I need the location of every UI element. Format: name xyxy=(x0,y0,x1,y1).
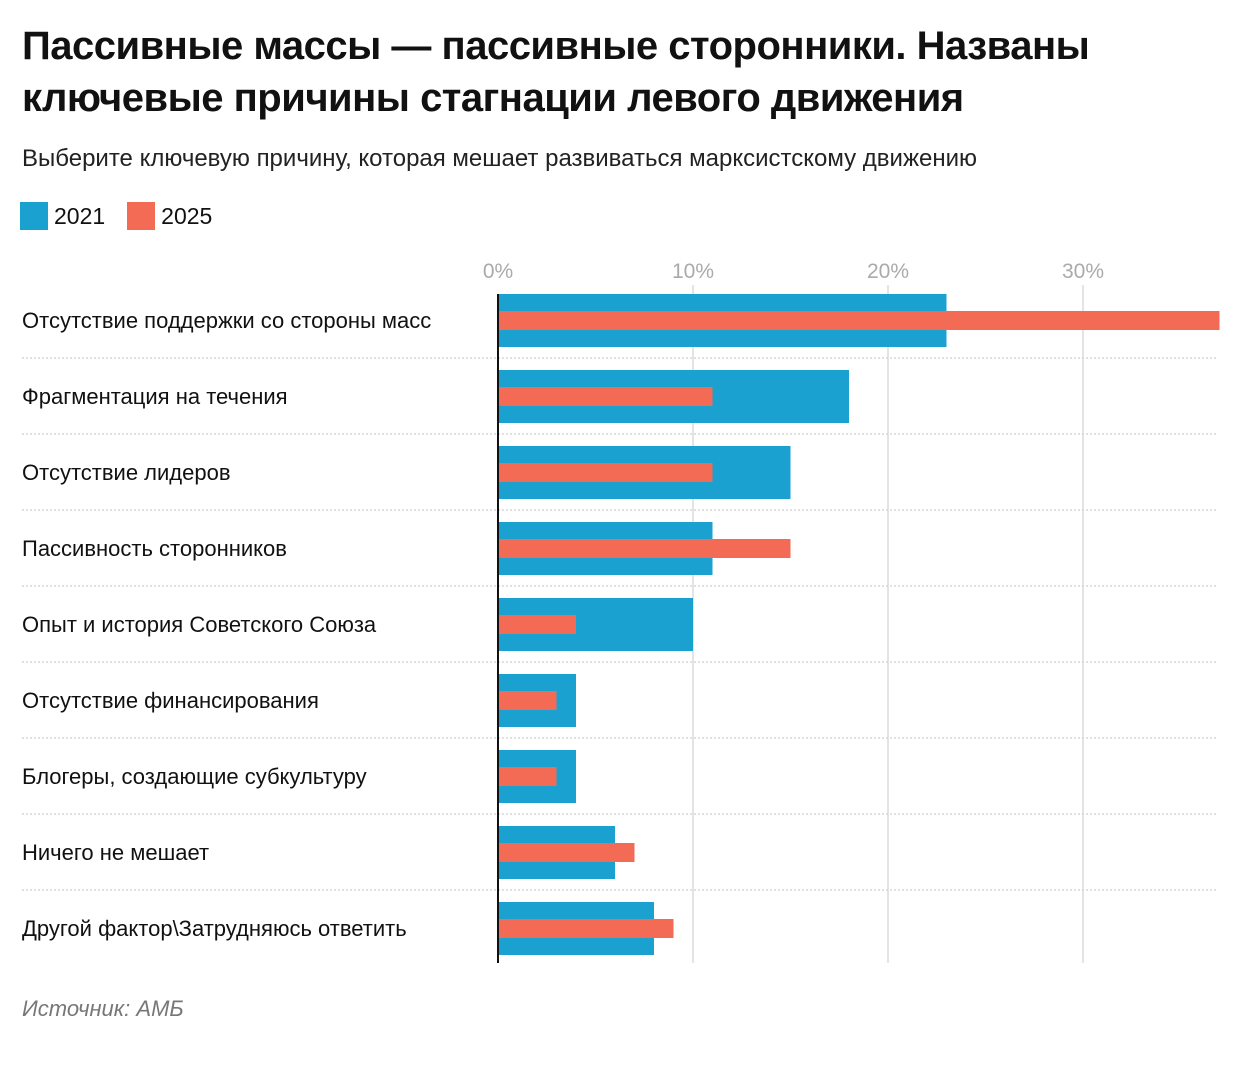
bar-2025 xyxy=(498,615,576,634)
legend-item-2025: 2025 xyxy=(127,202,212,230)
category-label: Опыт и история Советского Союза xyxy=(22,612,377,637)
bar-2025 xyxy=(498,767,557,786)
source-note: Источник: АМБ xyxy=(22,996,184,1021)
x-tick-label: 20% xyxy=(867,260,909,283)
category-label: Блогеры, создающие субкультуру xyxy=(22,764,367,789)
chart-title: Пассивные массы — пассивные сторонники. … xyxy=(22,24,1090,120)
legend: 2021 2025 xyxy=(20,202,212,230)
category-label: Другой фактор\Затрудняюсь ответить xyxy=(22,916,407,941)
legend-label-2021: 2021 xyxy=(54,202,106,229)
bar-2025 xyxy=(498,691,557,710)
bar-2025 xyxy=(498,919,674,938)
legend-label-2025: 2025 xyxy=(161,202,213,229)
category-label: Пассивность сторонников xyxy=(22,536,287,561)
bar-2025 xyxy=(498,539,791,558)
category-label: Фрагментация на течения xyxy=(22,384,288,409)
legend-swatch-2025 xyxy=(127,202,156,230)
category-label: Ничего не мешает xyxy=(22,840,209,865)
bar-2025 xyxy=(498,311,1220,330)
x-tick-label: 30% xyxy=(1062,260,1104,283)
x-tick-label: 10% xyxy=(672,260,714,283)
bar-chart: 0% 10% 20% 30% Отсутствие поддержки со сторо… xyxy=(22,260,1220,963)
category-label: Отсутствие финансирования xyxy=(22,688,319,713)
bar-2025 xyxy=(498,387,713,406)
x-tick-label: 0% xyxy=(483,260,513,283)
category-label: Отсутствие лидеров xyxy=(22,460,231,485)
bar-2025 xyxy=(498,463,713,482)
legend-swatch-2021 xyxy=(20,202,48,230)
bar-2025 xyxy=(498,843,635,862)
legend-item-2021: 2021 xyxy=(20,202,105,230)
chart-subtitle: Выберите ключевую причину, которая мешае… xyxy=(22,145,978,172)
category-label: Отсутствие поддержки со стороны масс xyxy=(22,308,431,333)
